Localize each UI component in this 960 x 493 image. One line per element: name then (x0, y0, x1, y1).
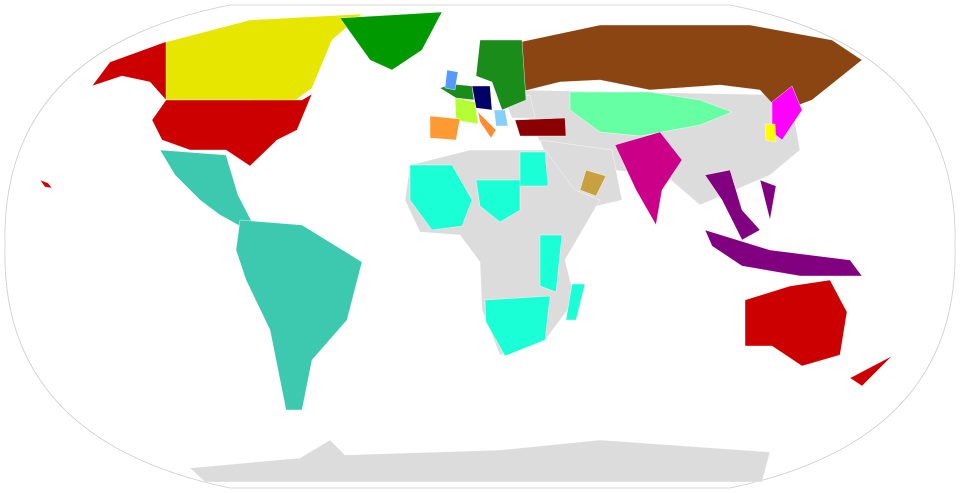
region-russia (519, 24, 863, 113)
region-antarctica (189, 439, 771, 483)
region-balkans (493, 109, 509, 127)
region-italy (477, 111, 497, 139)
region-germany (471, 85, 493, 111)
region-sahel (475, 179, 521, 223)
region-indonesia (704, 229, 863, 277)
region-usa (151, 93, 313, 167)
region-philippines (759, 179, 777, 221)
region-southern-africa (484, 295, 551, 357)
region-turkey (514, 117, 567, 137)
region-west-africa (409, 164, 473, 231)
region-south-america (235, 219, 363, 411)
region-east-africa (539, 234, 563, 293)
region-egypt (519, 151, 549, 187)
region-australia (744, 279, 848, 367)
region-uk (444, 69, 459, 91)
region-france (454, 97, 479, 125)
region-greenland (339, 11, 443, 71)
region-new-zealand (849, 355, 893, 387)
region-india (614, 131, 683, 226)
region-hawaii (39, 179, 53, 189)
region-madagascar (565, 283, 586, 321)
region-indochina (704, 169, 761, 241)
region-korea (764, 123, 777, 143)
region-gulf (579, 169, 607, 197)
region-kazakhstan (569, 91, 733, 137)
region-spain (429, 115, 461, 141)
